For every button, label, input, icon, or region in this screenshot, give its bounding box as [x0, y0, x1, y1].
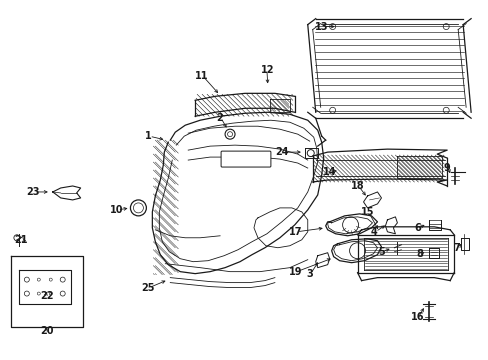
Text: 11: 11	[195, 71, 208, 81]
Text: 17: 17	[288, 227, 302, 237]
Text: 1: 1	[145, 131, 151, 141]
Circle shape	[227, 132, 232, 137]
Text: 3: 3	[306, 269, 312, 279]
Text: 7: 7	[453, 243, 460, 253]
Text: 6: 6	[413, 223, 420, 233]
Text: 15: 15	[360, 207, 373, 217]
Text: 12: 12	[261, 66, 274, 76]
Text: 13: 13	[314, 22, 328, 32]
Text: 24: 24	[275, 147, 288, 157]
Text: 19: 19	[288, 267, 302, 276]
Text: 5: 5	[377, 247, 384, 257]
Text: 10: 10	[109, 205, 123, 215]
Text: 20: 20	[40, 327, 53, 336]
FancyBboxPatch shape	[221, 151, 270, 167]
Text: 8: 8	[415, 249, 422, 259]
Text: 25: 25	[142, 283, 155, 293]
Text: 18: 18	[350, 181, 364, 191]
Text: 9: 9	[443, 163, 449, 173]
Text: 14: 14	[322, 167, 336, 177]
Text: 16: 16	[410, 312, 423, 323]
Text: 2: 2	[216, 113, 223, 123]
Text: 23: 23	[26, 187, 40, 197]
Text: 21: 21	[14, 235, 27, 245]
Text: 4: 4	[370, 227, 377, 237]
Text: 22: 22	[40, 291, 53, 301]
